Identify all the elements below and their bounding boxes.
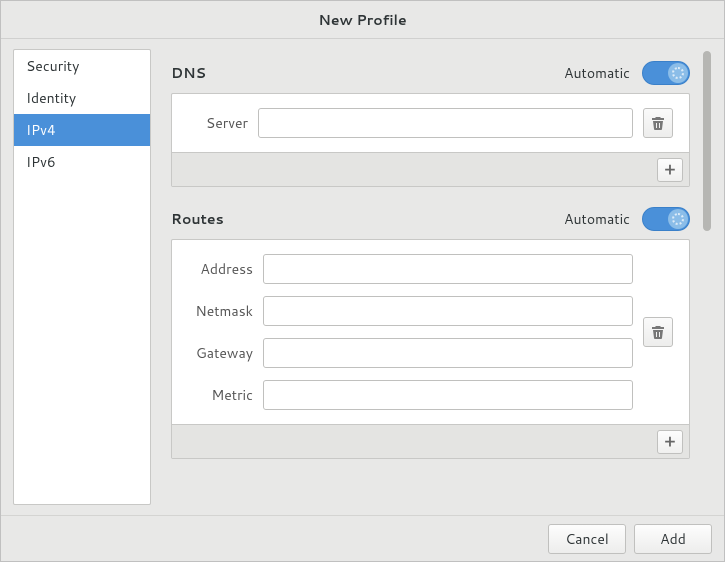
routes-gateway-input[interactable] [263, 338, 633, 368]
plus-icon: + [665, 162, 676, 178]
sidebar-item-ipv6[interactable]: IPv6 [14, 146, 150, 178]
titlebar: New Profile [1, 1, 724, 39]
routes-panel-body: Address Netmask Gateway [172, 240, 689, 424]
cancel-button[interactable]: Cancel [548, 524, 626, 554]
routes-netmask-input[interactable] [263, 296, 633, 326]
vertical-scrollbar[interactable] [702, 49, 712, 505]
routes-rows: Address Netmask Gateway [188, 254, 633, 410]
dns-server-label: Server [188, 113, 248, 133]
dns-automatic-label: Automatic [564, 63, 630, 83]
routes-netmask-label: Netmask [188, 301, 253, 321]
trash-icon [651, 325, 665, 339]
routes-automatic-group: Automatic [564, 207, 690, 231]
dns-add-button[interactable]: + [657, 158, 683, 182]
routes-automatic-label: Automatic [564, 209, 630, 229]
add-button[interactable]: Add [634, 524, 712, 554]
routes-panel-footer: + [172, 424, 689, 458]
dns-server-row: Server [188, 108, 633, 138]
routes-add-button[interactable]: + [657, 430, 683, 454]
routes-delete-button[interactable] [643, 317, 673, 347]
routes-gateway-label: Gateway [188, 343, 253, 363]
sidebar-item-label: Identity [26, 88, 76, 108]
switch-knob [668, 209, 688, 229]
routes-address-row: Address [188, 254, 633, 284]
dns-automatic-group: Automatic [564, 61, 690, 85]
sidebar-item-security[interactable]: Security [14, 50, 150, 82]
dns-delete-button[interactable] [643, 108, 673, 138]
routes-address-input[interactable] [263, 254, 633, 284]
dns-panel-footer: + [172, 152, 689, 186]
routes-netmask-row: Netmask [188, 296, 633, 326]
dns-side-buttons [643, 108, 673, 138]
sidebar-item-label: IPv6 [26, 152, 56, 172]
routes-side-buttons [643, 254, 673, 410]
dialog-body: Security Identity IPv4 IPv6 DNS Automati… [1, 39, 724, 515]
window-title: New Profile [318, 10, 406, 30]
dns-server-input[interactable] [258, 108, 633, 138]
trash-icon [651, 116, 665, 130]
switch-knob [668, 63, 688, 83]
dns-panel: Server [171, 93, 690, 187]
add-button-label: Add [660, 529, 686, 549]
routes-address-label: Address [188, 259, 253, 279]
dns-rows: Server [188, 108, 633, 138]
routes-metric-label: Metric [188, 385, 253, 405]
routes-gateway-row: Gateway [188, 338, 633, 368]
cancel-button-label: Cancel [565, 529, 609, 549]
content-scroll: DNS Automatic Server [171, 49, 694, 505]
dns-header: DNS Automatic [171, 61, 690, 85]
routes-automatic-switch[interactable] [642, 207, 690, 231]
sidebar-item-label: Security [26, 56, 79, 76]
scrollbar-thumb[interactable] [703, 51, 711, 231]
dns-title: DNS [171, 63, 206, 83]
dialog-window: New Profile Security Identity IPv4 IPv6 … [0, 0, 725, 562]
sidebar-item-identity[interactable]: Identity [14, 82, 150, 114]
plus-icon: + [665, 434, 676, 450]
routes-title: Routes [171, 209, 224, 229]
sidebar-item-ipv4[interactable]: IPv4 [14, 114, 150, 146]
sidebar: Security Identity IPv4 IPv6 [13, 49, 151, 505]
content-area: DNS Automatic Server [171, 49, 712, 505]
routes-header: Routes Automatic [171, 207, 690, 231]
routes-panel: Address Netmask Gateway [171, 239, 690, 459]
routes-metric-row: Metric [188, 380, 633, 410]
dialog-footer: Cancel Add [1, 515, 724, 561]
dns-panel-body: Server [172, 94, 689, 152]
sidebar-item-label: IPv4 [26, 120, 56, 140]
routes-metric-input[interactable] [263, 380, 633, 410]
dns-automatic-switch[interactable] [642, 61, 690, 85]
